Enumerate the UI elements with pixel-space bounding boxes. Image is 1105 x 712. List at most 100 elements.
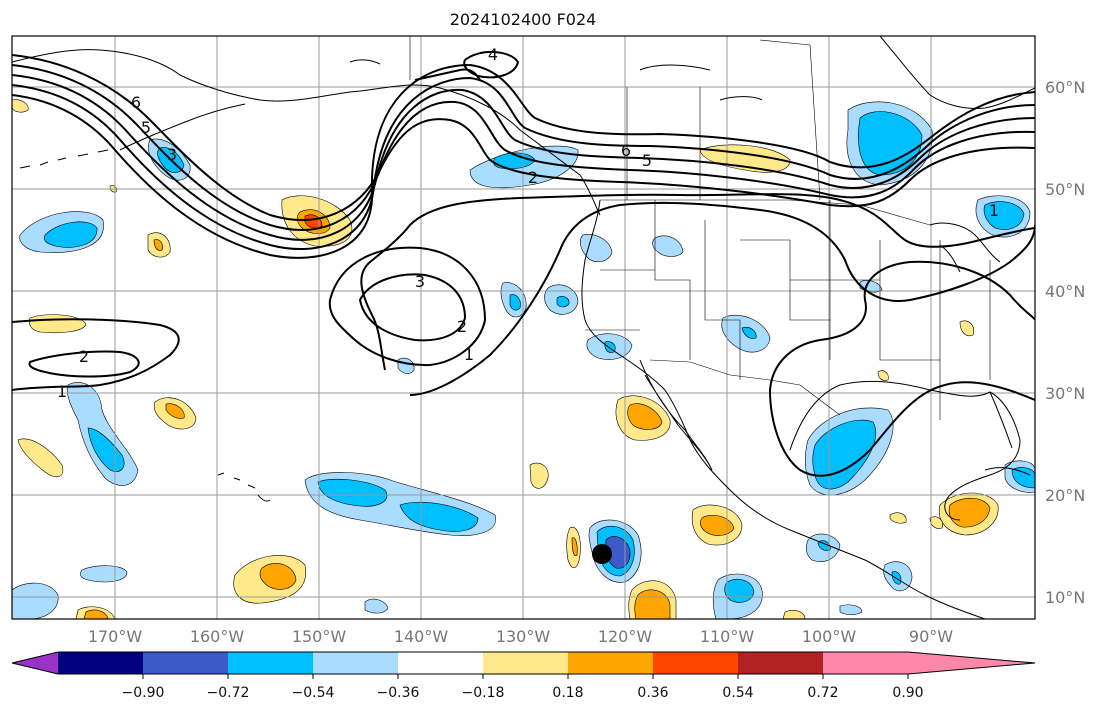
colorbar-segment	[823, 652, 908, 674]
hudson-bay	[879, 36, 1035, 109]
colorbar-label: 0.36	[637, 685, 668, 701]
contour-line	[12, 318, 180, 391]
colorbar-label: 0.90	[892, 685, 923, 701]
anomaly-region	[17, 438, 64, 478]
contour-line	[768, 260, 1035, 477]
lon-label: 110°W	[700, 627, 755, 646]
anomaly-region	[782, 610, 806, 619]
lon-label: 160°W	[190, 627, 245, 646]
lon-label: 100°W	[802, 627, 857, 646]
us-canada-border	[600, 199, 931, 226]
anomaly-region	[493, 152, 536, 170]
political-borders	[409, 36, 991, 420]
latitude-labels: 60°N 50°N 40°N 30°N 20°N 10°N	[1045, 78, 1085, 607]
colorbar-segment	[313, 652, 398, 674]
anomaly-region	[259, 563, 297, 590]
anomaly-region	[364, 598, 389, 614]
contour-label: 3	[167, 145, 177, 164]
colorbar-segment	[228, 652, 313, 674]
contour-label: 6	[131, 93, 141, 112]
colorbar-segment	[143, 652, 228, 674]
contour-line	[414, 68, 481, 81]
contour-line	[12, 74, 1035, 241]
contour-line	[28, 350, 140, 378]
lon-label: 170°W	[88, 627, 143, 646]
colorbar: −0.90 −0.72 −0.54 −0.36 −0.18 0.18 0.36 …	[11, 651, 1036, 701]
lon-label: 130°W	[496, 627, 551, 646]
graticule	[12, 36, 1035, 619]
anomaly-region	[399, 501, 479, 532]
lat-label: 60°N	[1045, 78, 1085, 97]
map-content: 4 6 5 3 2 1 6 5 2 3 2 1 1 2 1	[12, 36, 1035, 619]
anomaly-region	[877, 370, 889, 381]
contour-label: 2	[79, 347, 89, 366]
colorbar-segment	[58, 652, 143, 674]
lat-label: 30°N	[1045, 384, 1085, 403]
colorbar-segment	[568, 652, 653, 674]
colorbar-label: −0.36	[377, 685, 420, 701]
arctic-islands	[349, 59, 763, 101]
anomaly-region	[317, 478, 388, 507]
anomaly-region	[700, 515, 735, 536]
colorbar-segment	[398, 652, 483, 674]
colorbar-label: 0.72	[807, 685, 838, 701]
colorbar-label: −0.18	[462, 685, 505, 701]
anomaly-region	[529, 462, 549, 489]
contour-line	[12, 54, 1035, 221]
storm-center-marker	[592, 544, 612, 564]
anomaly-region	[627, 403, 663, 430]
anomaly-region	[839, 604, 863, 615]
anomaly-region	[817, 540, 831, 551]
longitude-labels: 170°W 160°W 150°W 140°W 130°W 120°W 110°…	[88, 627, 953, 646]
map-frame	[11, 35, 1036, 620]
anomaly-region	[12, 99, 29, 113]
baja-california	[639, 359, 713, 471]
florida	[989, 391, 1013, 449]
anomaly-region	[652, 235, 684, 257]
colorbar-extend-low	[12, 652, 58, 674]
contour-line	[358, 273, 467, 342]
colorbar-segment	[653, 652, 738, 674]
anomaly-region	[80, 565, 128, 583]
us-west-coast	[581, 199, 986, 619]
colorbar-segment	[483, 652, 568, 674]
colorbar-label: 0.18	[552, 685, 583, 701]
lon-label: 150°W	[292, 627, 347, 646]
anomaly-region	[44, 221, 98, 248]
contour-label: 5	[141, 118, 151, 137]
contour-line	[360, 193, 1035, 371]
contour-label: 1	[464, 345, 474, 364]
lon-label: 140°W	[394, 627, 449, 646]
lon-label: 120°W	[598, 627, 653, 646]
colorbar-label: −0.72	[207, 685, 250, 701]
contour-label: 1	[989, 201, 999, 220]
figure-title: 2024102400 F024	[450, 10, 597, 29]
lat-label: 20°N	[1045, 486, 1085, 505]
anomaly-region	[983, 201, 1025, 230]
aleutian-islands	[19, 149, 109, 169]
contour-line	[328, 246, 487, 367]
contour-label: 2	[528, 168, 538, 187]
contour-line	[12, 64, 1035, 231]
anomaly-region	[571, 537, 578, 557]
colorbar-ticks	[142, 674, 909, 679]
anomaly-region	[153, 239, 163, 251]
gulf-of-mexico-coast	[789, 380, 1021, 521]
contour-label: 2	[457, 317, 467, 336]
cuba	[984, 467, 1031, 476]
anomaly-region	[556, 296, 570, 308]
anomaly-region	[509, 294, 521, 311]
anomaly-region	[858, 111, 923, 176]
canada-provinces	[626, 39, 821, 201]
contour-label: 1	[57, 382, 67, 401]
lat-label: 10°N	[1045, 588, 1085, 607]
colorbar-outline	[11, 651, 1036, 675]
contour-line	[409, 201, 1035, 396]
contour-label: 6	[621, 141, 631, 160]
alaska-coast	[12, 49, 601, 216]
us-states	[585, 200, 991, 420]
anomaly-region	[1011, 467, 1035, 489]
colorbar-label: −0.54	[292, 685, 335, 701]
